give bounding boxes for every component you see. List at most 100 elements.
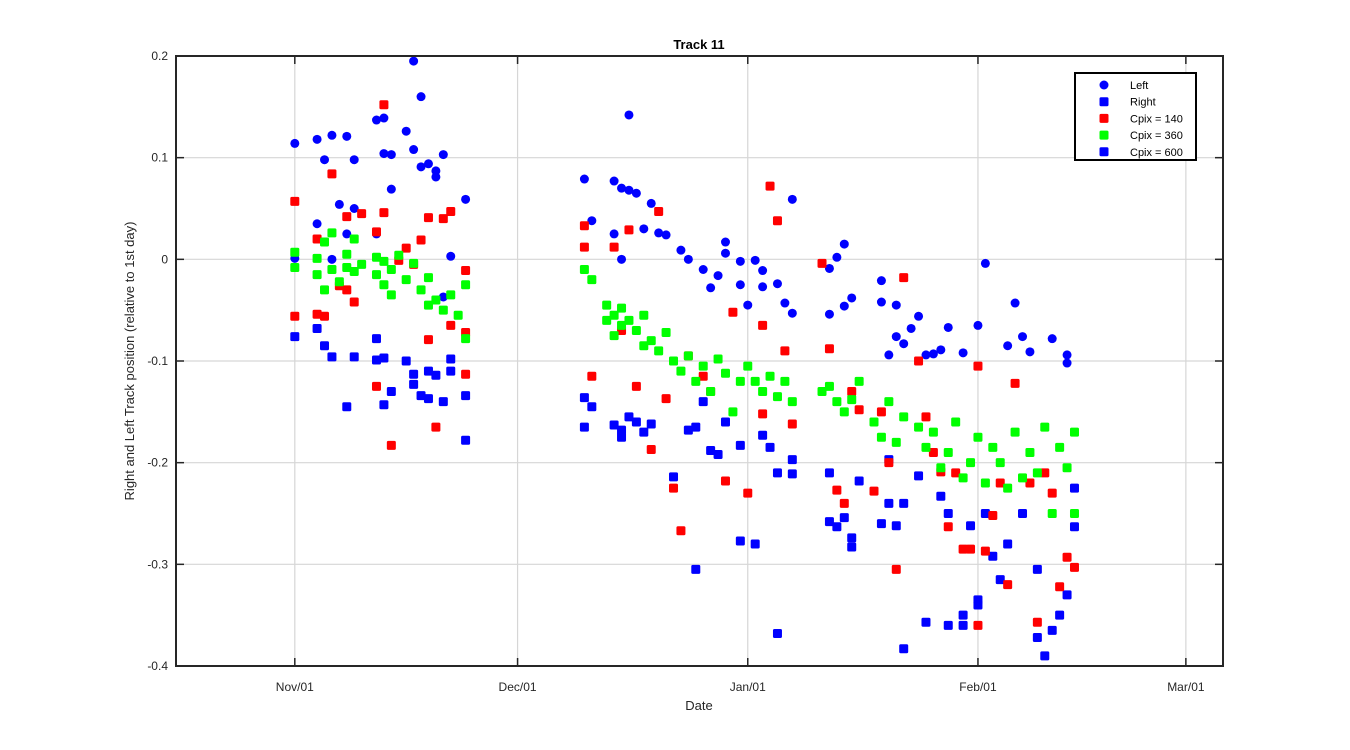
point-right bbox=[617, 425, 627, 435]
legend-marker-left bbox=[1099, 80, 1109, 90]
point-cpix-360 bbox=[438, 305, 448, 315]
point-left bbox=[720, 248, 730, 258]
point-right bbox=[646, 419, 656, 429]
point-cpix-140 bbox=[423, 335, 433, 345]
point-right bbox=[787, 469, 797, 479]
point-right bbox=[691, 564, 701, 574]
point-left bbox=[386, 184, 396, 194]
point-cpix-140 bbox=[379, 100, 389, 110]
point-right bbox=[787, 455, 797, 465]
point-left bbox=[936, 345, 946, 355]
point-cpix-140 bbox=[943, 522, 953, 532]
point-right bbox=[669, 472, 679, 482]
point-cpix-360 bbox=[884, 397, 894, 407]
point-cpix-360 bbox=[780, 376, 790, 386]
point-right bbox=[327, 352, 337, 362]
point-cpix-360 bbox=[980, 478, 990, 488]
point-right bbox=[765, 442, 775, 452]
point-cpix-360 bbox=[988, 442, 998, 452]
point-cpix-140 bbox=[1032, 617, 1042, 627]
y-tick-label: -0.3 bbox=[147, 557, 168, 571]
legend-label-left: Left bbox=[1130, 80, 1148, 92]
point-cpix-360 bbox=[1025, 448, 1035, 457]
point-left bbox=[416, 92, 426, 102]
point-cpix-140 bbox=[446, 320, 456, 330]
point-cpix-140 bbox=[624, 225, 634, 235]
point-cpix-360 bbox=[631, 326, 641, 335]
point-right bbox=[423, 394, 433, 404]
point-cpix-140 bbox=[579, 242, 589, 252]
x-tick-label: Jan/01 bbox=[730, 680, 766, 694]
point-cpix-140 bbox=[579, 221, 589, 231]
point-left bbox=[409, 145, 419, 155]
point-cpix-360 bbox=[327, 265, 337, 274]
point-cpix-140 bbox=[646, 444, 656, 454]
point-cpix-360 bbox=[654, 346, 664, 356]
point-cpix-140 bbox=[951, 468, 961, 478]
point-left bbox=[958, 348, 968, 358]
point-right bbox=[1062, 590, 1072, 600]
point-left bbox=[609, 176, 619, 186]
point-cpix-360 bbox=[854, 376, 864, 386]
point-cpix-360 bbox=[966, 458, 976, 468]
point-right bbox=[1069, 522, 1079, 532]
point-left bbox=[884, 350, 894, 360]
point-cpix-360 bbox=[409, 258, 419, 268]
point-right bbox=[884, 498, 894, 508]
legend-box bbox=[1074, 72, 1197, 161]
point-cpix-140 bbox=[631, 381, 641, 391]
point-left bbox=[639, 224, 649, 234]
point-cpix-360 bbox=[312, 253, 322, 263]
point-left bbox=[1018, 332, 1028, 342]
point-cpix-360 bbox=[676, 366, 686, 376]
point-right bbox=[706, 445, 716, 455]
point-cpix-360 bbox=[1062, 463, 1072, 473]
point-left bbox=[980, 258, 990, 268]
point-right bbox=[824, 517, 834, 527]
point-cpix-140 bbox=[654, 207, 664, 217]
point-right bbox=[579, 393, 589, 403]
point-right bbox=[431, 370, 441, 380]
point-cpix-140 bbox=[817, 258, 827, 268]
point-cpix-140 bbox=[1055, 582, 1065, 592]
point-cpix-140 bbox=[342, 212, 352, 222]
point-left bbox=[750, 255, 760, 265]
point-cpix-360 bbox=[847, 395, 857, 405]
x-tick-label: Nov/01 bbox=[276, 680, 314, 694]
point-cpix-140 bbox=[765, 181, 775, 191]
point-cpix-360 bbox=[379, 256, 389, 266]
point-cpix-360 bbox=[602, 315, 612, 325]
point-cpix-140 bbox=[669, 483, 679, 493]
point-cpix-140 bbox=[661, 394, 671, 404]
point-cpix-360 bbox=[973, 432, 983, 442]
point-left bbox=[409, 56, 419, 66]
point-right bbox=[832, 522, 842, 532]
point-cpix-140 bbox=[995, 478, 1005, 488]
point-cpix-360 bbox=[839, 407, 849, 417]
point-left bbox=[379, 113, 389, 123]
point-cpix-140 bbox=[386, 440, 396, 450]
point-cpix-360 bbox=[1069, 509, 1079, 518]
point-cpix-360 bbox=[698, 361, 708, 371]
point-right bbox=[624, 412, 634, 422]
point-right bbox=[423, 366, 433, 376]
point-cpix-360 bbox=[758, 387, 768, 396]
point-right bbox=[891, 521, 901, 531]
point-left bbox=[1047, 334, 1057, 344]
point-right bbox=[995, 575, 1005, 585]
point-cpix-140 bbox=[438, 214, 448, 224]
point-left bbox=[334, 199, 344, 209]
point-right bbox=[847, 533, 857, 543]
point-left bbox=[327, 130, 337, 140]
point-right bbox=[446, 354, 456, 364]
point-right bbox=[312, 323, 322, 333]
point-cpix-140 bbox=[371, 227, 381, 237]
point-right bbox=[1055, 610, 1065, 620]
point-cpix-360 bbox=[646, 336, 656, 346]
point-left bbox=[587, 216, 597, 226]
point-cpix-360 bbox=[342, 249, 352, 259]
point-cpix-360 bbox=[639, 310, 649, 320]
point-left bbox=[720, 237, 730, 247]
point-right bbox=[631, 417, 641, 427]
point-cpix-360 bbox=[1047, 509, 1057, 518]
